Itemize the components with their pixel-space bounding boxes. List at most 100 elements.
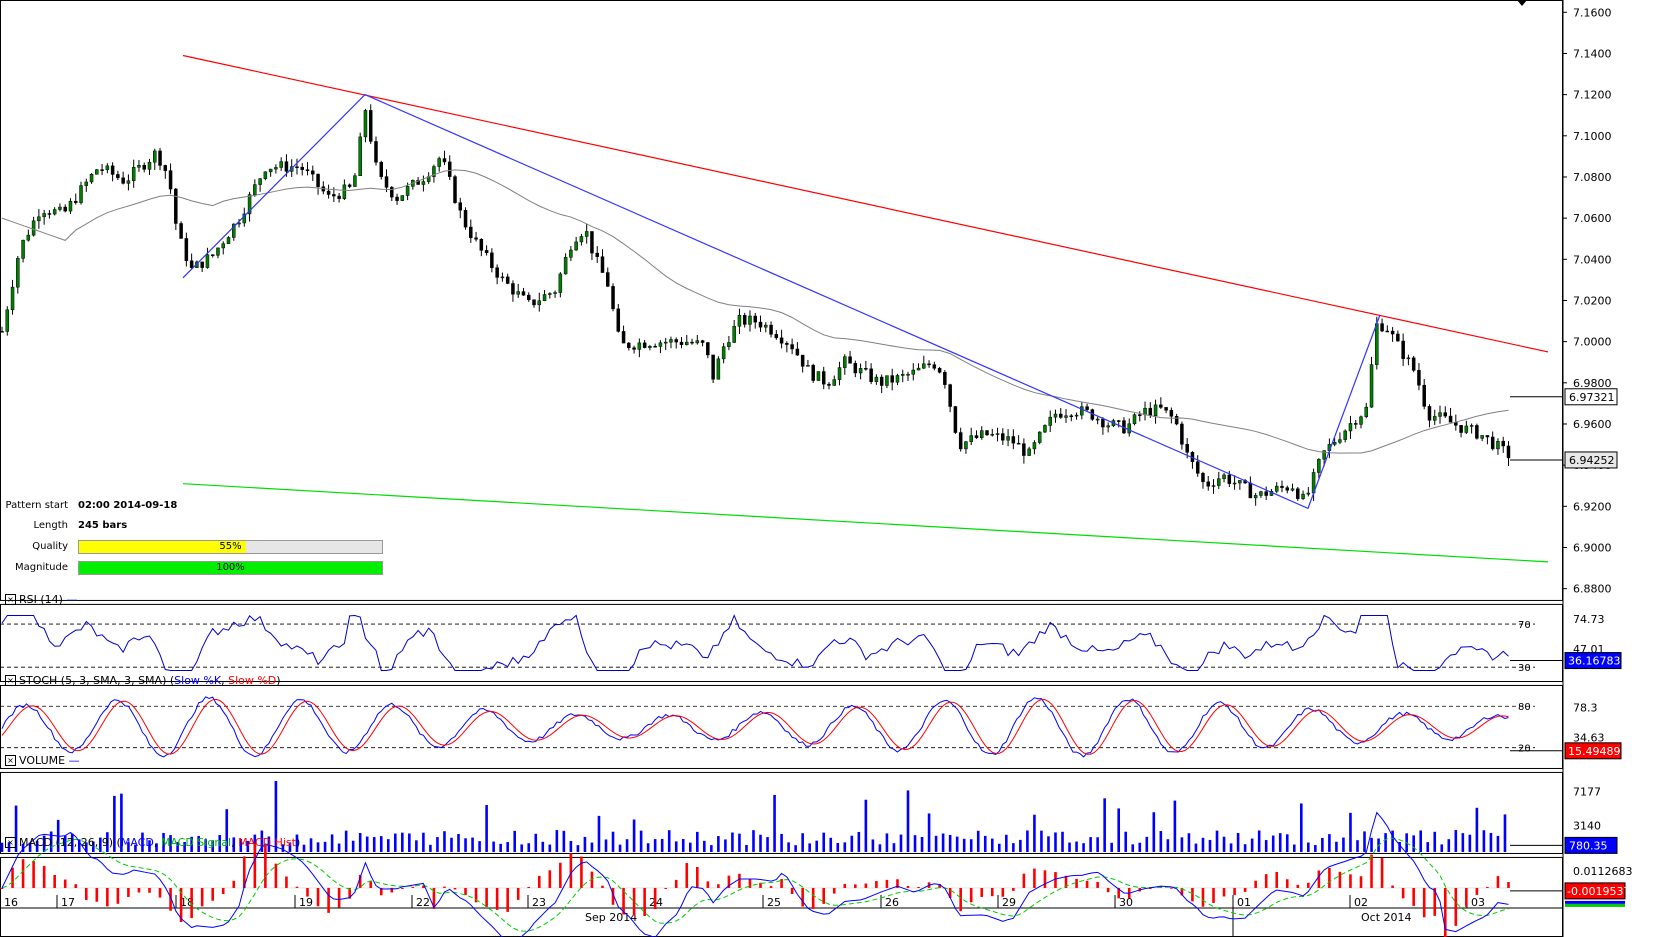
day-label: 19	[299, 896, 313, 909]
volume-bar	[49, 831, 53, 852]
candle-body	[964, 441, 968, 450]
rsi-tick-label: 74.73	[1573, 613, 1605, 626]
candle-body	[758, 321, 763, 328]
macd-hist-bar	[348, 887, 351, 899]
volume-bar	[864, 799, 868, 852]
macd-hist-bar	[601, 885, 604, 888]
candle-body	[1016, 442, 1021, 445]
day-label: 26	[885, 896, 899, 909]
candle-body	[116, 174, 120, 179]
candle-body	[495, 267, 499, 278]
volume-bar	[1426, 842, 1430, 852]
price-tick-label: 6.9000	[1573, 541, 1612, 554]
candle-body	[1264, 491, 1268, 496]
volume-bar	[731, 832, 734, 852]
candle-body	[73, 200, 78, 203]
volume-bar	[1047, 836, 1050, 852]
macd-hist-bar	[74, 884, 78, 888]
macd-hist-legend: MACD Hist	[238, 836, 296, 849]
volume-bar	[28, 842, 32, 852]
volume-bar	[1328, 834, 1331, 852]
candle-body	[121, 177, 125, 184]
macd-hist-bar	[1454, 887, 1458, 926]
candle-body	[616, 308, 621, 332]
macd-hist-bar	[780, 879, 783, 888]
macd-hist-bar	[1201, 887, 1205, 907]
candle-body	[1496, 440, 1500, 450]
candle-body	[679, 341, 684, 345]
volume-bar	[836, 842, 840, 852]
candle-body	[858, 368, 863, 374]
price-label-text: 6.94252	[1569, 454, 1615, 467]
candle-body	[806, 365, 810, 367]
day-label: 03	[1471, 896, 1485, 909]
volume-bar	[1398, 842, 1401, 852]
candle-body	[1022, 443, 1026, 456]
day-label: 30	[1119, 896, 1133, 909]
candle-body	[1401, 340, 1405, 359]
stoch-value-text: 15.49489	[1568, 745, 1621, 758]
candle-body	[569, 249, 573, 258]
candle-body	[706, 342, 710, 356]
candle-body	[864, 368, 868, 370]
candle-body	[711, 354, 715, 380]
macd-close-icon[interactable]: ×	[5, 837, 16, 848]
volume-bar	[281, 844, 285, 852]
volume-bar	[878, 844, 882, 852]
volume-bar	[1075, 841, 1078, 852]
macd-hist-bar	[738, 873, 741, 888]
candle-body	[685, 341, 689, 345]
macd-hist-bar	[548, 870, 552, 888]
candle-body	[1259, 491, 1263, 496]
volume-bar	[1026, 830, 1029, 852]
candle-body	[958, 432, 963, 450]
candle-body	[1369, 364, 1374, 408]
macd-hist-bar	[685, 863, 689, 888]
candle-body	[316, 173, 320, 187]
candle-body	[816, 371, 821, 381]
stoch-close-icon[interactable]: ×	[5, 675, 16, 686]
candle-body	[732, 326, 736, 343]
volume-bar	[1201, 837, 1205, 852]
rsi-close-icon[interactable]: ×	[5, 594, 16, 605]
candle-body	[779, 337, 784, 344]
volume-bar	[1124, 831, 1128, 852]
volume-bar	[766, 837, 769, 852]
volume-bar	[274, 781, 278, 852]
volume-bar	[99, 837, 102, 852]
macd-hist-bar	[285, 876, 288, 888]
volume-bar	[1250, 838, 1254, 852]
macd-hist-bar	[1359, 876, 1363, 888]
candle-body	[563, 257, 568, 275]
candle-body	[326, 190, 331, 195]
volume-bar	[1335, 841, 1338, 852]
macd-hist-bar	[1222, 887, 1226, 897]
volume-bar	[1257, 830, 1261, 852]
macd-hist-bar	[95, 887, 99, 902]
candle-body	[1227, 474, 1232, 484]
macd-legend: MACD	[120, 836, 154, 849]
price-tick-label: 6.9800	[1573, 377, 1612, 390]
candle-body	[748, 315, 752, 325]
candle-body	[84, 181, 89, 186]
volume-bar	[1145, 836, 1149, 852]
macd-value-strip-green	[1565, 903, 1625, 907]
volume-bar	[1278, 833, 1282, 852]
panel-frame-price	[0, 0, 1563, 601]
candle-body	[1164, 407, 1168, 411]
macd-hist-bar	[1443, 887, 1447, 937]
month-label: Oct 2014	[1361, 911, 1412, 924]
candle-body	[284, 161, 289, 172]
candle-body	[1443, 412, 1448, 417]
candle-body	[953, 406, 958, 433]
volume-close-icon[interactable]: ×	[5, 755, 16, 766]
moving-average-line	[1, 169, 1509, 454]
volume-bar	[801, 833, 804, 852]
macd-hist-bar	[1117, 887, 1120, 899]
quality-bar: 55%	[78, 540, 383, 554]
volume-bar	[1061, 831, 1064, 852]
candle-body	[1353, 423, 1358, 425]
candle-body	[300, 166, 304, 170]
volume-bar	[365, 836, 369, 852]
stoch-d-legend: Slow %D	[228, 674, 277, 687]
